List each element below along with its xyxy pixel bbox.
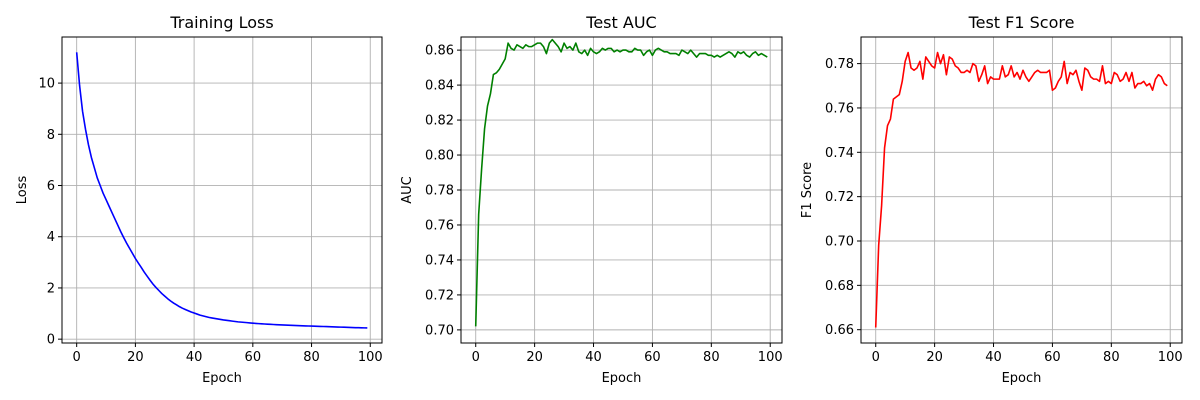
x-tick-label: 20 xyxy=(526,350,543,365)
x-tick-label: 40 xyxy=(585,350,602,365)
x-tick-label: 0 xyxy=(872,350,880,365)
y-tick-label: 0.84 xyxy=(425,79,454,94)
chart-panel-3: 0 20 40 60 80 100 0.66 0.68 0.70 0.72 0.74 0.76 0.78… xyxy=(800,13,1183,386)
y-tick-label: 6 xyxy=(47,179,55,194)
series-line xyxy=(474,38,768,327)
x-axis-label: Epoch xyxy=(202,371,242,386)
y-tick-label: 0.70 xyxy=(825,235,854,250)
y-tick-label: 0.86 xyxy=(425,44,454,59)
y-tick-label: 0.74 xyxy=(425,253,454,268)
y-tick-label: 0.80 xyxy=(425,149,454,164)
y-tick-label: 2 xyxy=(47,281,55,296)
chart-title: Training Loss xyxy=(169,13,273,32)
x-tick-label: 80 xyxy=(1103,350,1120,365)
x-tick-label: 100 xyxy=(758,350,783,365)
chart-title: Test F1 Score xyxy=(968,13,1075,32)
plot-frame xyxy=(860,36,1183,344)
x-tick-label: 20 xyxy=(127,350,144,365)
x-tick-label: 40 xyxy=(985,350,1002,365)
x-tick-label: 0 xyxy=(472,350,480,365)
chart-panel-2: 0 20 40 60 80 100 0.70 0.72 0.74 0.76 0.78 0.80 0.82… xyxy=(400,13,783,386)
y-tick-label: 0.76 xyxy=(425,218,454,233)
y-tick-label: 0.72 xyxy=(825,190,854,205)
x-axis-label: Epoch xyxy=(1002,371,1042,386)
y-tick-label: 0.78 xyxy=(425,184,454,199)
y-axis-label: AUC xyxy=(400,176,415,204)
x-tick-label: 40 xyxy=(186,350,203,365)
series-line xyxy=(874,51,1168,328)
x-tick-label: 100 xyxy=(358,350,383,365)
y-tick-label: 0 xyxy=(47,333,55,348)
x-tick-label: 20 xyxy=(926,350,943,365)
y-tick-label: 10 xyxy=(38,77,55,92)
x-tick-label: 60 xyxy=(245,350,262,365)
x-tick-label: 80 xyxy=(303,350,320,365)
y-tick-label: 0.66 xyxy=(825,323,854,338)
x-tick-label: 60 xyxy=(644,350,661,365)
y-tick-label: 0.72 xyxy=(425,288,454,303)
chart-title: Test AUC xyxy=(585,13,656,32)
x-axis-label: Epoch xyxy=(602,371,642,386)
y-tick-label: 8 xyxy=(47,128,55,143)
y-tick-label: 0.68 xyxy=(825,279,854,294)
y-axis-label: Loss xyxy=(15,176,30,205)
y-tick-label: 0.82 xyxy=(425,114,454,129)
y-axis-label: F1 Score xyxy=(800,162,815,218)
x-tick-label: 80 xyxy=(703,350,720,365)
y-tick-label: 0.76 xyxy=(825,101,854,116)
y-tick-label: 0.70 xyxy=(425,323,454,338)
chart-panel-1: 0 20 40 60 80 100 0 2 4 6 8 10 Training Loss Epoch Los… xyxy=(15,13,383,386)
series-line xyxy=(75,52,368,329)
y-tick-label: 4 xyxy=(47,230,55,245)
y-tick-label: 0.74 xyxy=(825,146,854,161)
x-tick-label: 0 xyxy=(73,350,81,365)
x-tick-label: 60 xyxy=(1044,350,1061,365)
x-tick-label: 100 xyxy=(1158,350,1183,365)
y-tick-label: 0.78 xyxy=(825,57,854,72)
plot-frame xyxy=(61,36,383,344)
